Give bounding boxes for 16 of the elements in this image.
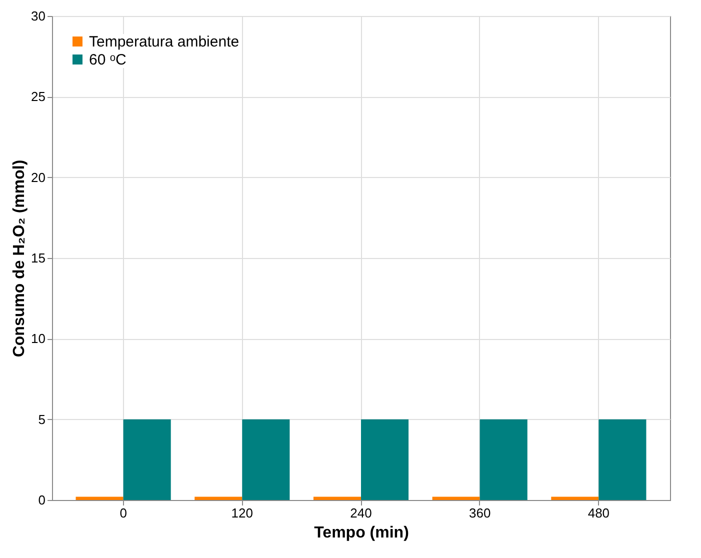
legend-label: 60 ᵒC	[89, 52, 127, 68]
legend-label: Temperatura ambiente	[89, 34, 240, 50]
y-tick-label: 10	[31, 331, 46, 346]
y-tick-label: 5	[38, 412, 46, 427]
y-tick-label: 15	[31, 250, 46, 266]
x-tick-label: 120	[231, 506, 254, 520]
y-tick-label: 0	[38, 492, 46, 508]
y-tick-label: 30	[31, 8, 46, 24]
y-tick-label: 20	[31, 170, 46, 185]
y-tick-label: 25	[31, 89, 46, 104]
x-tick-label: 360	[468, 506, 491, 520]
x-tick-label: 480	[588, 506, 610, 520]
x-axis-title: Tempo (min)	[314, 524, 409, 542]
x-tick-label: 240	[350, 506, 372, 520]
y-axis-title: Consumo de H₂O₂ (mmol)	[11, 160, 28, 358]
x-tick-label: 0	[120, 506, 127, 520]
